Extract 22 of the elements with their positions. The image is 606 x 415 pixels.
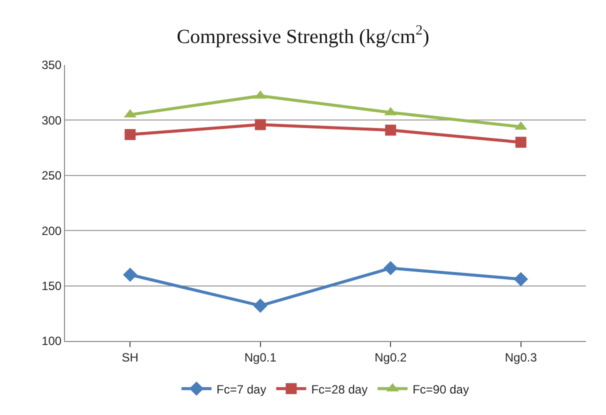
point: [385, 124, 396, 136]
point: [122, 268, 138, 282]
point: [254, 119, 266, 130]
x-tick-label: Ng0.1: [244, 350, 277, 364]
y-tick-label: 250: [42, 168, 62, 183]
legend-label: Fc=90 day: [412, 382, 469, 396]
point: [124, 129, 136, 140]
y-tick-label: 150: [42, 279, 62, 293]
y-tick-label: 200: [42, 224, 62, 238]
point: [253, 298, 268, 313]
x-tick-label: Ng0.3: [504, 350, 538, 364]
x-tick-label: Ng0.2: [374, 350, 407, 364]
point: [383, 260, 398, 276]
y-tick-label: 100: [42, 334, 62, 348]
x-tick-label: SH: [122, 350, 138, 364]
y-tick-label: 300: [42, 113, 62, 128]
point: [514, 272, 528, 286]
point: [515, 136, 526, 148]
chart-title: Compressive Strength (kg/cm$^{2}$): [176, 24, 430, 48]
y-tick-label: 350: [42, 58, 62, 72]
legend-label: Fc=7 day: [216, 382, 266, 396]
legend-label: Fc=28 day: [311, 382, 368, 396]
